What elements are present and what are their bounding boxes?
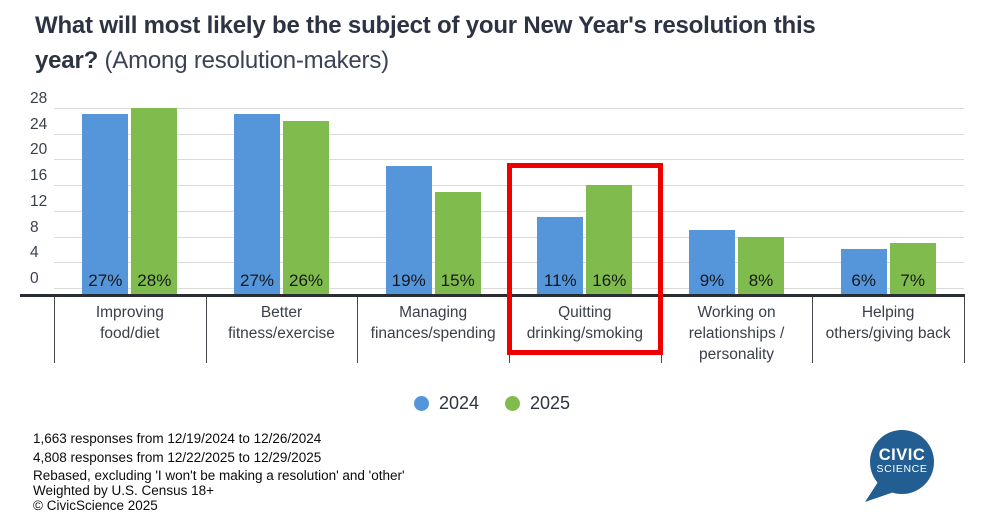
bar-2024: 11% [537, 217, 584, 294]
footnote-weighted: Weighted by U.S. Census 18+ [33, 483, 214, 498]
gridline [54, 185, 964, 187]
bar-2024: 27% [234, 114, 280, 294]
bar-value-label: 19% [391, 270, 426, 290]
logo-bubble [870, 430, 934, 494]
category-separator-tick [205, 297, 207, 363]
x-axis-category-label: Better fitness/exercise [228, 304, 335, 342]
chart-title-line1: What will most likely be the subject of … [35, 12, 816, 39]
legend: 2024 2025 [0, 393, 984, 414]
chart-title-line2: year? [35, 47, 99, 74]
category-separator-tick [54, 297, 55, 363]
bar-value-label: 27% [239, 270, 275, 290]
bar-value-label: 15% [440, 270, 475, 290]
y-axis-tick-label: 24 [30, 115, 48, 133]
x-axis-line [20, 294, 965, 297]
gridline [54, 107, 964, 109]
y-axis-tick-label: 28 [30, 89, 48, 107]
bar-value-label: 6% [851, 270, 876, 290]
x-axis-category-label: Managing finances/spending [370, 304, 496, 342]
gridline [54, 262, 964, 264]
category-separator-tick [357, 297, 359, 363]
legend-swatch-icon [413, 396, 429, 411]
category-separator-tick [964, 297, 965, 363]
bar-value-label: 11% [543, 270, 577, 290]
y-axis-tick-label: 20 [30, 141, 48, 159]
gridline [54, 210, 964, 212]
bar-2025: 8% [738, 236, 784, 294]
legend-item-2024: 2024 [413, 393, 479, 414]
y-axis-tick-label: 0 [30, 270, 39, 287]
bar-value-label: 28% [137, 271, 172, 290]
bar-2024: 19% [385, 165, 432, 294]
chart-subtitle: (Among resolution-makers) [104, 47, 390, 74]
bar-2025: 26% [283, 120, 329, 294]
bar-2024: 27% [82, 114, 129, 294]
footnote-copyright: © CivicScience 2025 [33, 498, 158, 513]
gridline [54, 288, 964, 289]
bar-2025: 28% [131, 108, 178, 294]
x-axis-category-label: Improving food/diet [95, 304, 164, 342]
bar-2024: 6% [840, 249, 887, 294]
legend-item-2025: 2025 [505, 393, 570, 414]
x-axis-category-label: Working on relationships / personality [688, 304, 785, 363]
x-axis-category-label: Quitting drinking/smoking [526, 304, 643, 342]
category-separator-tick [812, 297, 814, 363]
bar-value-label: 7% [900, 271, 925, 290]
footnote-responses-2024: 1,663 responses from 12/19/2024 to 12/26… [33, 431, 322, 446]
y-axis-tick-label: 16 [30, 167, 48, 185]
bar-value-label: 9% [699, 270, 725, 290]
y-axis-tick-label: 8 [30, 218, 39, 236]
legend-label: 2024 [438, 393, 479, 413]
footnote-responses-2025: 4,808 responses from 12/22/2025 to 12/29… [33, 449, 322, 465]
x-axis-category-label: Helping others/giving back [825, 304, 951, 342]
category-separator-tick [509, 297, 510, 363]
bar-value-label: 27% [88, 270, 123, 290]
category-separator-tick [660, 297, 662, 363]
bar-value-label: 26% [288, 270, 324, 290]
y-axis-tick-label: 12 [30, 192, 48, 210]
legend-swatch-icon [505, 396, 520, 411]
bar-value-label: 8% [748, 270, 774, 290]
footnote-rebased: Rebased, excluding 'I won't be making a … [33, 468, 405, 483]
legend-label: 2025 [530, 393, 571, 413]
highlight-box [507, 163, 663, 355]
bar-2025: 7% [889, 243, 936, 294]
gridline [54, 159, 964, 161]
footnotes: 1,663 responses from 12/19/2024 to 12/26… [33, 432, 405, 514]
bar-2025: 16% [586, 185, 633, 294]
bar-2025: 15% [434, 191, 481, 294]
logo-text-civic: CIVIC [879, 446, 926, 464]
gridline [54, 236, 964, 238]
y-axis-tick-label: 4 [30, 244, 39, 262]
logo-text-science: SCIENCE [877, 463, 928, 475]
civicscience-logo: CIVIC SCIENCE [865, 430, 934, 502]
logo-bubble-tail [865, 482, 894, 502]
chart-title: What will most likely be the subject of … [35, 8, 973, 78]
gridline [54, 133, 964, 135]
bar-2024: 9% [689, 230, 735, 294]
bar-value-label: 16% [592, 270, 627, 290]
